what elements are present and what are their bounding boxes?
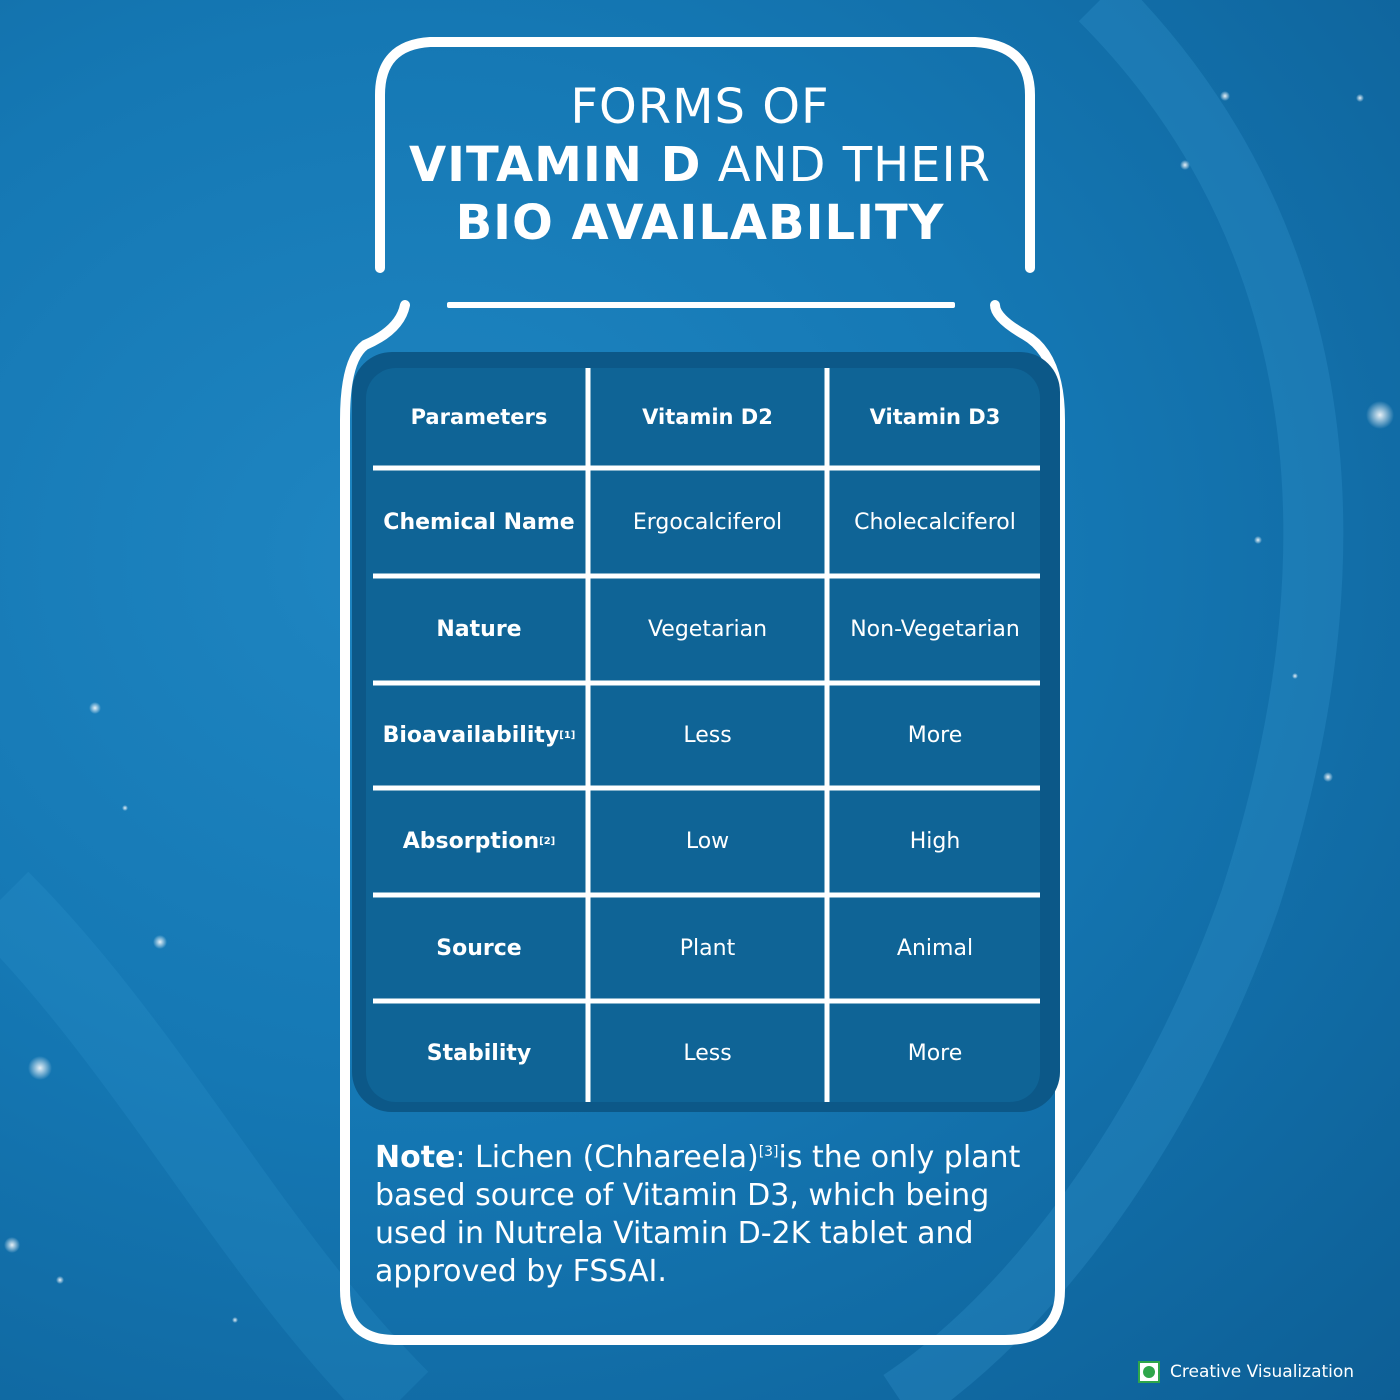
page-title: FORMS OF VITAMIN D AND THEIR BIO AVAILAB… [380,78,1020,252]
comparison-table [366,368,1040,1102]
table-cell-d2: Ergocalciferol [632,509,783,535]
table-cell-d2: Less [683,723,732,748]
table-row-param: Nature [436,617,522,642]
header-parameters: Parameters [410,405,548,429]
table-row-param: Stability [426,1040,532,1066]
table-cell-d3: Cholecalciferol [854,509,1016,535]
table-row-param: Chemical Name [383,509,575,535]
title-and-their: AND THEIR [701,137,991,193]
table-cell-d2: Vegetarian [647,617,768,642]
table-cell-d3: Animal [896,935,974,961]
table-cell-d3: More [907,723,963,748]
table-cell-d2: Less [683,1040,732,1066]
header-vitamin-d2: Vitamin D2 [642,405,773,429]
note-label: Note [375,1140,456,1175]
table-cell-d3: More [907,1040,963,1066]
title-line-1: FORMS OF [570,79,830,135]
veg-symbol-icon [1138,1361,1160,1383]
title-vitamin-d: VITAMIN D [409,137,702,193]
table-cell-d3: Non-Vegetarian [850,617,1020,642]
note-text-after: is the only plant based source of Vitami… [375,1140,1021,1289]
table-row-param: Bioavailability [1] [382,723,576,748]
title-line-2: VITAMIN D AND THEIR [380,136,1020,194]
table-row-param: Absorption [2] [402,829,556,854]
table-cell-d2: Plant [679,935,736,961]
header-vitamin-d3: Vitamin D3 [869,405,1001,429]
title-divider [447,302,955,308]
table-row-param: Source [436,935,522,961]
note-text-before: : Lichen (Chhareela) [455,1140,759,1175]
title-line-3: BIO AVAILABILITY [455,195,945,251]
footer-label: Creative Visualization [1170,1362,1355,1382]
table-cell-d2: Low [685,829,730,854]
note-citation: [3] [758,1144,779,1160]
footer-disclaimer: Creative Visualization [1138,1358,1354,1386]
footnote-text: Note: Lichen (Chhareela)[3]is the only p… [375,1133,1045,1291]
table-cell-d3: High [909,829,961,854]
